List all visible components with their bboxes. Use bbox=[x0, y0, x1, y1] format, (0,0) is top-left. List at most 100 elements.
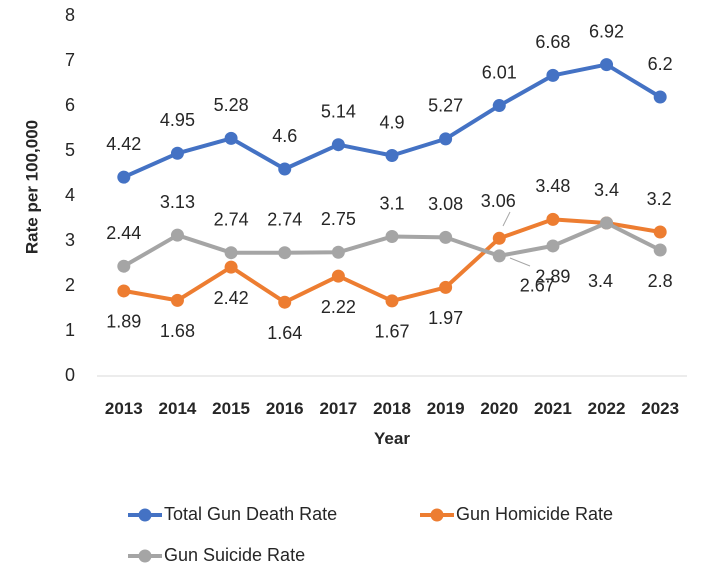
x-axis-title: Year bbox=[374, 429, 410, 448]
series-3 bbox=[117, 216, 667, 273]
data-point bbox=[600, 216, 614, 230]
legend-item: Total Gun Death Rate bbox=[128, 504, 337, 524]
series-line bbox=[121, 221, 663, 269]
data-point bbox=[224, 260, 238, 274]
y-axis-title: Rate per 100,000 bbox=[22, 120, 41, 254]
data-label: 3.48 bbox=[535, 176, 570, 196]
x-tick-label: 2023 bbox=[641, 399, 679, 418]
legend-item: Gun Suicide Rate bbox=[128, 545, 305, 565]
data-label: 4.95 bbox=[160, 110, 195, 130]
data-point bbox=[385, 149, 399, 162]
data-point bbox=[653, 225, 667, 239]
data-point bbox=[224, 246, 238, 260]
data-label: 3.4 bbox=[594, 180, 619, 200]
y-tick-label: 8 bbox=[65, 5, 75, 25]
data-label: 3.06 bbox=[481, 191, 516, 211]
data-label: 1.64 bbox=[267, 323, 302, 343]
data-point bbox=[117, 170, 131, 184]
leader-line bbox=[502, 211, 511, 227]
data-point bbox=[653, 90, 667, 104]
data-point bbox=[170, 228, 184, 242]
data-label: 2.67 bbox=[520, 276, 555, 296]
y-tick-label: 5 bbox=[65, 140, 75, 160]
y-tick-label: 7 bbox=[65, 50, 75, 70]
data-label: 1.97 bbox=[428, 308, 463, 328]
data-label: 5.28 bbox=[214, 95, 249, 115]
data-point bbox=[331, 269, 345, 283]
data-label: 4.6 bbox=[272, 126, 297, 146]
data-point bbox=[546, 212, 560, 226]
data-point bbox=[492, 249, 506, 263]
data-point bbox=[385, 294, 399, 308]
data-point bbox=[546, 239, 560, 253]
data-label: 2.89 bbox=[535, 267, 570, 287]
data-label: 3.2 bbox=[647, 189, 672, 209]
data-label: 3.4 bbox=[588, 271, 613, 291]
data-point bbox=[278, 246, 292, 260]
x-tick-label: 2020 bbox=[480, 399, 518, 418]
x-tick-label: 2018 bbox=[373, 399, 411, 418]
data-point bbox=[117, 259, 131, 273]
data-point bbox=[385, 230, 399, 243]
data-point bbox=[492, 231, 506, 245]
legend-marker bbox=[138, 549, 152, 563]
x-tick-label: 2022 bbox=[588, 399, 626, 418]
data-label: 6.2 bbox=[648, 54, 673, 74]
data-label: 1.89 bbox=[106, 312, 141, 332]
data-label: 2.22 bbox=[321, 297, 356, 317]
x-tick-label: 2017 bbox=[319, 399, 357, 418]
data-label: 4.9 bbox=[379, 112, 404, 132]
data-point bbox=[439, 132, 453, 146]
data-label: 6.92 bbox=[589, 21, 624, 41]
legend-marker bbox=[430, 508, 444, 522]
data-point bbox=[653, 243, 667, 257]
data-label: 6.01 bbox=[482, 62, 517, 82]
data-point bbox=[170, 146, 184, 160]
y-tick-label: 1 bbox=[65, 320, 75, 340]
data-label: 2.42 bbox=[214, 288, 249, 308]
data-point bbox=[117, 284, 131, 298]
y-tick-label: 2 bbox=[65, 275, 75, 295]
data-label: 6.68 bbox=[535, 32, 570, 52]
legend: Total Gun Death Rate Gun Homicide Rate Gun… bbox=[128, 504, 613, 565]
data-point bbox=[224, 131, 238, 145]
y-tick-label: 3 bbox=[65, 230, 75, 250]
x-tick-label: 2016 bbox=[266, 399, 304, 418]
data-label: 2.74 bbox=[214, 209, 249, 229]
data-point bbox=[331, 245, 345, 259]
legend-marker bbox=[138, 508, 152, 522]
y-tick-label: 6 bbox=[65, 95, 75, 115]
legend-item: Gun Homicide Rate bbox=[420, 504, 613, 524]
legend-label: Gun Suicide Rate bbox=[164, 545, 305, 565]
data-label: 1.68 bbox=[160, 321, 195, 341]
data-label: 1.67 bbox=[374, 322, 409, 342]
data-label: 2.44 bbox=[106, 223, 141, 243]
legend-label: Total Gun Death Rate bbox=[164, 504, 337, 524]
data-label: 2.74 bbox=[267, 209, 302, 229]
data-label: 3.1 bbox=[379, 193, 404, 213]
data-label: 4.42 bbox=[106, 134, 141, 154]
series-1 bbox=[117, 58, 667, 184]
data-label: 5.14 bbox=[321, 101, 356, 121]
data-label: 2.75 bbox=[321, 209, 356, 229]
x-tick-label: 2021 bbox=[534, 399, 572, 418]
data-point bbox=[439, 280, 453, 294]
x-tick-label: 2019 bbox=[427, 399, 465, 418]
leader-line bbox=[509, 257, 531, 267]
data-label: 5.27 bbox=[428, 96, 463, 116]
data-label: 3.08 bbox=[428, 194, 463, 214]
y-tick-label: 4 bbox=[65, 185, 75, 205]
x-tick-label: 2015 bbox=[212, 399, 250, 418]
data-label: 3.13 bbox=[160, 192, 195, 212]
data-point bbox=[492, 99, 506, 113]
data-label: 2.8 bbox=[648, 271, 673, 291]
legend-label: Gun Homicide Rate bbox=[456, 504, 613, 524]
data-point bbox=[278, 295, 292, 309]
y-tick-label: 0 bbox=[65, 365, 75, 385]
x-tick-label: 2013 bbox=[105, 399, 143, 418]
data-point bbox=[278, 162, 292, 176]
data-point bbox=[439, 230, 453, 244]
data-point bbox=[331, 138, 345, 152]
data-point bbox=[546, 68, 560, 82]
